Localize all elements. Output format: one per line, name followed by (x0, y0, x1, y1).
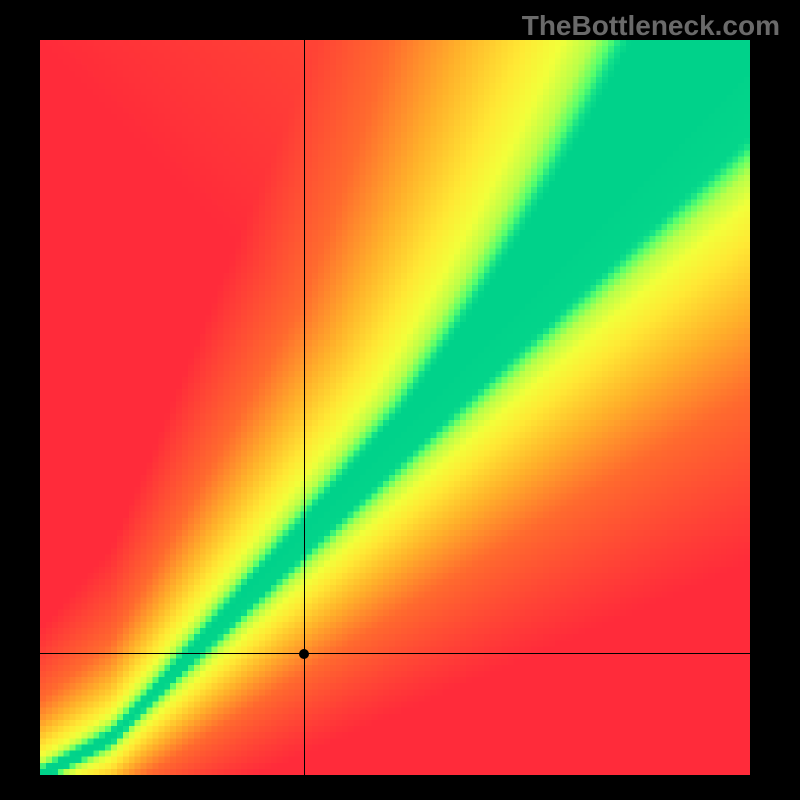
crosshair-vertical (304, 40, 305, 775)
heatmap-canvas (40, 40, 750, 775)
crosshair-horizontal (40, 653, 750, 654)
plot-area (40, 40, 750, 775)
marker-dot (299, 649, 309, 659)
chart-root: { "watermark": { "text": "TheBottleneck.… (0, 0, 800, 800)
plot-frame (40, 40, 750, 775)
watermark-text: TheBottleneck.com (522, 10, 780, 42)
